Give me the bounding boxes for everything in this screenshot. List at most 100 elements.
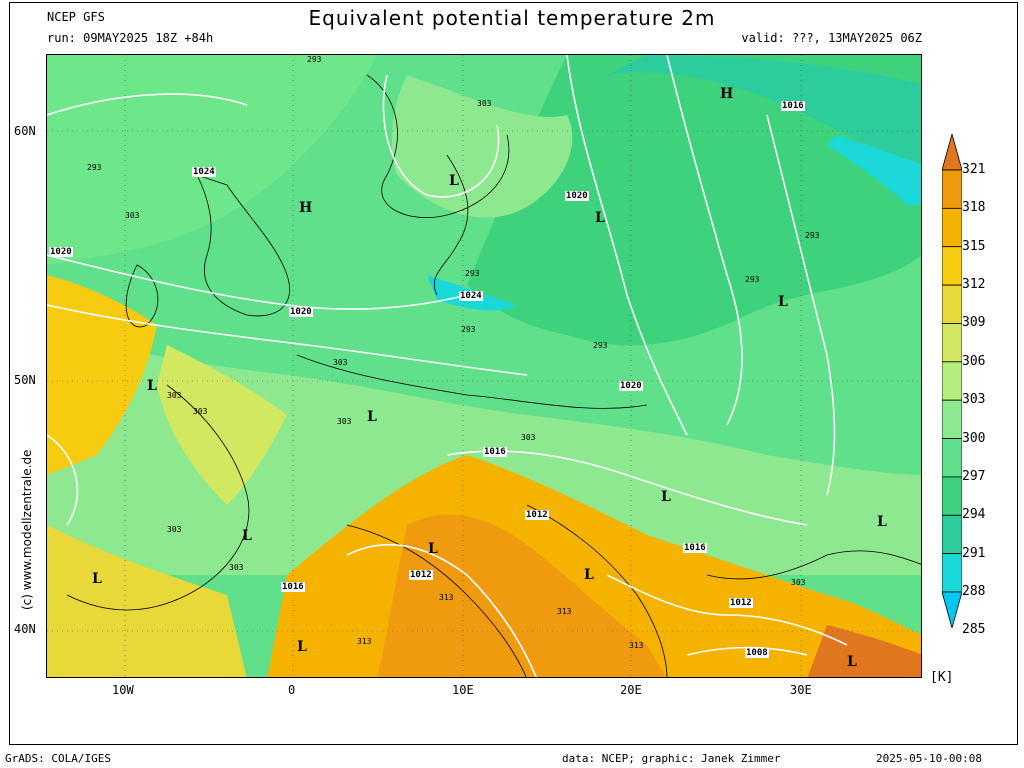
isobar-label: 1016 xyxy=(683,543,707,553)
valid-time: valid: ???, 13MAY2025 06Z xyxy=(741,31,922,45)
model-name: NCEP GFS xyxy=(47,10,105,24)
figure-frame xyxy=(9,2,1018,745)
low-center: L xyxy=(297,639,307,655)
colorbar-label: 315 xyxy=(962,238,986,254)
isobar-label: 1016 xyxy=(781,101,805,111)
isobar-label: 1012 xyxy=(525,510,549,520)
lon-label: 10E xyxy=(452,683,474,697)
isobar-label: 1020 xyxy=(565,191,589,201)
theta-label: 313 xyxy=(557,607,572,616)
theta-label: 293 xyxy=(465,269,480,278)
colorbar xyxy=(942,134,962,628)
low-center: L xyxy=(584,567,594,583)
lat-label: 60N xyxy=(14,124,36,138)
france-yellowgreen xyxy=(157,345,287,505)
low-center: L xyxy=(661,489,671,505)
colorbar-cell xyxy=(942,207,962,248)
teal-dark-field xyxy=(607,55,921,165)
low-center: L xyxy=(367,409,377,425)
low-center: L xyxy=(428,541,438,557)
iberia-yellow xyxy=(47,525,247,677)
colorbar-label: 300 xyxy=(962,430,986,446)
colorbar-label: 321 xyxy=(962,162,986,177)
theta-label: 313 xyxy=(357,637,372,646)
theta-label: 313 xyxy=(439,593,454,602)
low-center: L xyxy=(92,571,102,587)
atlantic-field xyxy=(47,55,377,265)
theta-label: 303 xyxy=(167,391,182,400)
colorbar-cell xyxy=(942,323,962,363)
turkey-dark-orange xyxy=(807,625,921,677)
lon-label: 30E xyxy=(790,683,812,697)
isobar-label: 1020 xyxy=(49,247,73,257)
copyright-text: (c) www.modellzentrale.de xyxy=(20,449,34,610)
theta-label: 303 xyxy=(167,525,182,534)
low-center: L xyxy=(595,210,605,226)
colorbar-cell xyxy=(942,591,962,628)
unit-label: [K] xyxy=(930,670,954,685)
colorbar-label: 294 xyxy=(962,507,986,523)
lon-label: 20E xyxy=(620,683,642,697)
theta-label: 313 xyxy=(629,641,644,650)
colorbar-label: 312 xyxy=(962,277,986,293)
isobar-label: 1024 xyxy=(192,167,216,177)
colorbar-cell xyxy=(942,399,962,439)
theta-label: 293 xyxy=(461,325,476,334)
colorbar-cell xyxy=(942,438,962,478)
theta-label: 303 xyxy=(333,358,348,367)
theta-label: 303 xyxy=(521,433,536,442)
biscay-yellow xyxy=(47,275,157,475)
scandinavia-light xyxy=(391,75,573,218)
footer-right: 2025-05-10-00:08 xyxy=(876,752,982,765)
low-center: L xyxy=(847,654,857,670)
theta-label: 303 xyxy=(125,211,140,220)
map-area: 1024 1020 1024 1020 1020 1016 1020 1020 … xyxy=(46,54,922,678)
theta-label: 303 xyxy=(337,417,352,426)
lat-label: 50N xyxy=(14,373,36,387)
isobar-label: 1016 xyxy=(483,447,507,457)
colorbar-label: 288 xyxy=(962,584,986,599)
footer-center: data: NCEP; graphic: Janek Zimmer xyxy=(562,752,781,765)
colorbar-cell xyxy=(942,514,962,555)
theta-label: 293 xyxy=(87,163,102,172)
theta-label: 303 xyxy=(477,99,492,108)
italy-dark-orange xyxy=(377,514,666,677)
high-center: H xyxy=(299,200,313,216)
colorbar-label: 309 xyxy=(962,315,986,331)
lon-label: 0 xyxy=(288,683,296,697)
colorbar-cell xyxy=(942,169,962,209)
colorbar-cell xyxy=(942,476,962,516)
colorbar-label: 291 xyxy=(962,545,986,561)
colorbar-cell xyxy=(942,134,962,171)
colorbar-label: 297 xyxy=(962,468,986,484)
colorbar-cell xyxy=(942,284,962,324)
colorbar-cell xyxy=(942,361,962,401)
isobar-label: 1024 xyxy=(459,291,483,301)
high-center: H xyxy=(720,86,734,102)
colorbar-label: 303 xyxy=(962,392,986,408)
colorbar-label: 285 xyxy=(962,622,986,638)
colorbar-label: 306 xyxy=(962,353,986,369)
low-center: L xyxy=(877,514,887,530)
lat-label: 40N xyxy=(14,622,36,636)
map-title: Equivalent potential temperature 2m xyxy=(308,6,716,30)
cyan-patch xyxy=(827,135,921,205)
low-center: L xyxy=(449,173,459,189)
colorbar-label: 318 xyxy=(962,200,986,216)
colorbar-cell xyxy=(942,553,962,593)
colorbar-cell xyxy=(942,246,962,286)
run-info: run: 09MAY2025 18Z +84h xyxy=(47,31,214,45)
low-center: L xyxy=(147,378,157,394)
footer-left: GrADS: COLA/IGES xyxy=(5,752,111,765)
map-svg xyxy=(47,55,921,677)
theta-label: 303 xyxy=(229,563,244,572)
low-center: L xyxy=(778,294,788,310)
isobar-label: 1012 xyxy=(729,598,753,608)
theta-label: 293 xyxy=(593,341,608,350)
isobar-label: 1012 xyxy=(409,570,433,580)
lon-label: 10W xyxy=(112,683,134,697)
theta-label: 293 xyxy=(805,231,820,240)
isobar-label: 1020 xyxy=(289,307,313,317)
isobar-label: 1008 xyxy=(745,648,769,658)
low-center: L xyxy=(242,528,252,544)
